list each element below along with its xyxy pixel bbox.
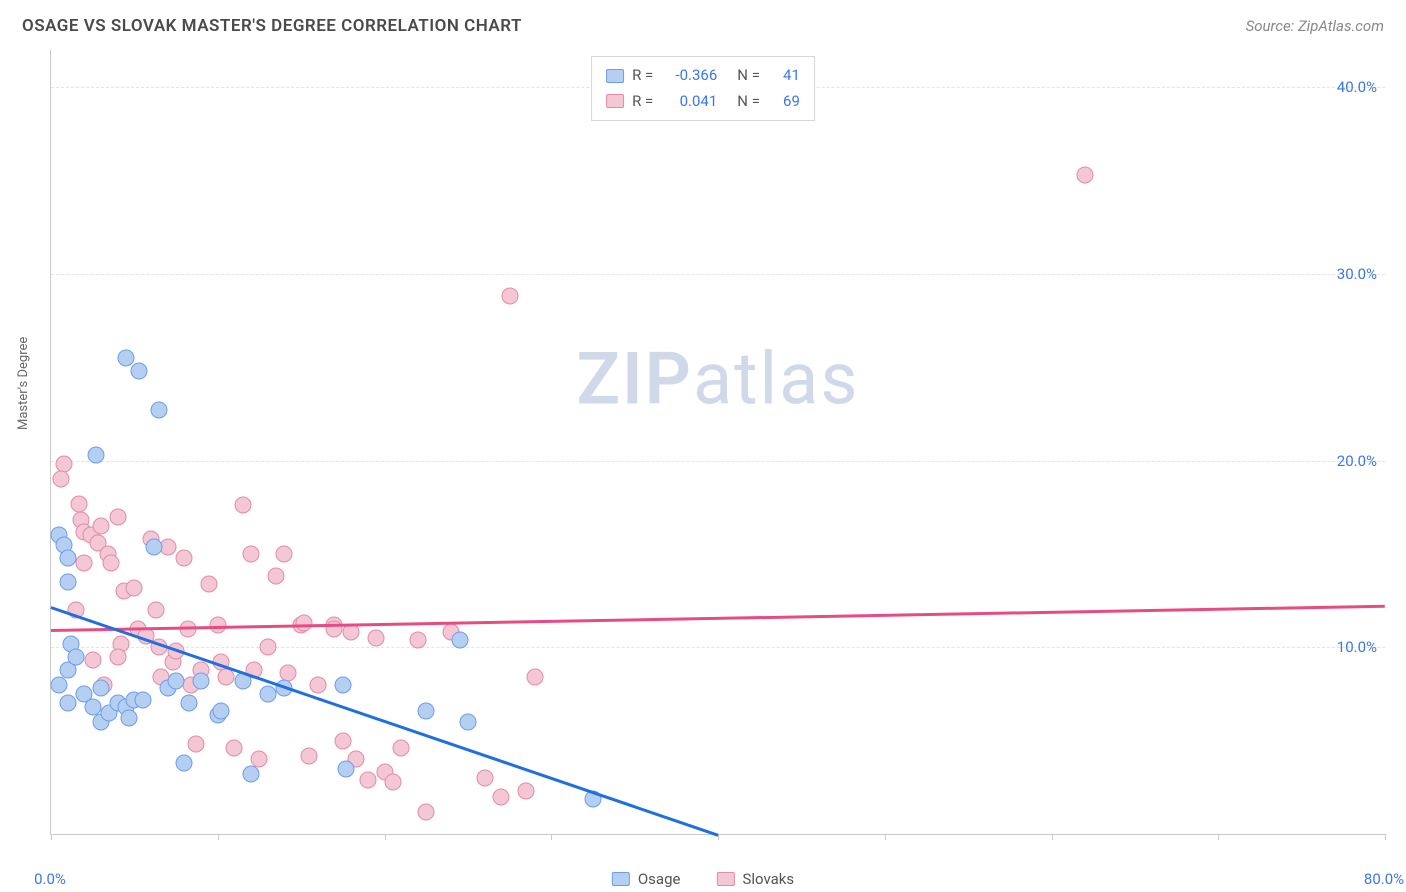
gridline bbox=[51, 647, 1385, 648]
y-tick-label: 40.0% bbox=[1337, 78, 1377, 96]
x-tick-label: 80.0% bbox=[1364, 870, 1404, 888]
osage-point bbox=[59, 574, 76, 591]
slovaks-regression-line bbox=[51, 604, 1385, 631]
gridline bbox=[51, 461, 1385, 462]
osage-point bbox=[134, 691, 151, 708]
osage-point bbox=[459, 714, 476, 731]
legend-item-slovaks: Slovaks bbox=[716, 870, 794, 888]
x-tick bbox=[1052, 834, 1053, 840]
osage-point bbox=[168, 672, 185, 689]
chart-title: OSAGE VS SLOVAK MASTER'S DEGREE CORRELAT… bbox=[22, 16, 522, 36]
osage-point bbox=[146, 538, 163, 555]
slovaks-point bbox=[176, 549, 193, 566]
x-tick bbox=[1385, 834, 1386, 840]
osage-point bbox=[213, 702, 230, 719]
x-tick bbox=[385, 834, 386, 840]
osage-point bbox=[51, 676, 68, 693]
slovaks-point bbox=[76, 555, 93, 572]
swatch-osage bbox=[606, 69, 624, 83]
slovaks-point bbox=[268, 568, 285, 585]
osage-point bbox=[418, 702, 435, 719]
slovaks-point bbox=[334, 732, 351, 749]
osage-point bbox=[259, 686, 276, 703]
slovaks-point bbox=[476, 770, 493, 787]
slovaks-point bbox=[409, 631, 426, 648]
slovaks-point bbox=[276, 546, 293, 563]
x-tick-label: 0.0% bbox=[34, 870, 66, 888]
slovaks-point bbox=[343, 624, 360, 641]
osage-point bbox=[121, 710, 138, 727]
x-tick bbox=[718, 834, 719, 840]
slovaks-point bbox=[148, 602, 165, 619]
slovaks-point bbox=[188, 736, 205, 753]
legend-item-osage: Osage bbox=[612, 870, 681, 888]
y-axis-label: Master's Degree bbox=[16, 337, 31, 430]
slovaks-point bbox=[201, 575, 218, 592]
slovaks-point bbox=[368, 630, 385, 647]
slovaks-point bbox=[103, 555, 120, 572]
x-tick bbox=[1218, 834, 1219, 840]
x-tick bbox=[885, 834, 886, 840]
slovaks-point bbox=[418, 803, 435, 820]
osage-point bbox=[118, 350, 135, 367]
osage-point bbox=[59, 695, 76, 712]
osage-point bbox=[59, 549, 76, 566]
slovaks-point bbox=[501, 288, 518, 305]
series-legend: Osage Slovaks bbox=[612, 870, 794, 888]
slovaks-point bbox=[301, 747, 318, 764]
slovaks-point bbox=[259, 639, 276, 656]
osage-point bbox=[93, 680, 110, 697]
slovaks-point bbox=[384, 773, 401, 790]
osage-point bbox=[451, 631, 468, 648]
watermark-text: ZIPatlas bbox=[576, 337, 859, 422]
y-tick-label: 30.0% bbox=[1337, 265, 1377, 283]
slovaks-point bbox=[109, 508, 126, 525]
osage-point bbox=[338, 760, 355, 777]
slovaks-point bbox=[526, 669, 543, 686]
osage-point bbox=[243, 766, 260, 783]
osage-regression-line bbox=[51, 606, 719, 836]
slovaks-point bbox=[218, 669, 235, 686]
x-tick bbox=[51, 834, 52, 840]
osage-point bbox=[176, 755, 193, 772]
slovaks-point bbox=[296, 615, 313, 632]
slovaks-point bbox=[243, 546, 260, 563]
slovaks-point bbox=[71, 495, 88, 512]
slovaks-point bbox=[234, 497, 251, 514]
slovaks-point bbox=[126, 579, 143, 596]
gridline bbox=[51, 274, 1385, 275]
slovaks-point bbox=[93, 518, 110, 535]
correlation-legend: R =-0.366 N =41 R =0.041 N =69 bbox=[591, 56, 815, 121]
y-tick-label: 10.0% bbox=[1337, 638, 1377, 656]
swatch-slovaks bbox=[606, 94, 624, 108]
legend-row-slovaks: R =0.041 N =69 bbox=[606, 89, 800, 115]
osage-point bbox=[334, 676, 351, 693]
swatch-osage bbox=[612, 872, 630, 886]
x-tick bbox=[218, 834, 219, 840]
osage-point bbox=[193, 672, 210, 689]
slovaks-point bbox=[309, 676, 326, 693]
slovaks-point bbox=[1076, 167, 1093, 184]
osage-point bbox=[88, 447, 105, 464]
y-tick-label: 20.0% bbox=[1337, 452, 1377, 470]
osage-point bbox=[68, 648, 85, 665]
x-tick bbox=[551, 834, 552, 840]
source-attribution: Source: ZipAtlas.com bbox=[1246, 17, 1384, 35]
slovaks-point bbox=[109, 648, 126, 665]
osage-point bbox=[181, 695, 198, 712]
slovaks-point bbox=[84, 652, 101, 669]
slovaks-point bbox=[393, 740, 410, 757]
slovaks-point bbox=[493, 788, 510, 805]
scatter-plot: ZIPatlas 10.0% 20.0% 30.0% 40.0% bbox=[50, 50, 1385, 835]
osage-point bbox=[131, 363, 148, 380]
legend-row-osage: R =-0.366 N =41 bbox=[606, 63, 800, 89]
swatch-slovaks bbox=[716, 872, 734, 886]
slovaks-point bbox=[359, 771, 376, 788]
slovaks-point bbox=[226, 740, 243, 757]
slovaks-point bbox=[518, 783, 535, 800]
slovaks-point bbox=[53, 471, 70, 488]
osage-point bbox=[151, 402, 168, 419]
